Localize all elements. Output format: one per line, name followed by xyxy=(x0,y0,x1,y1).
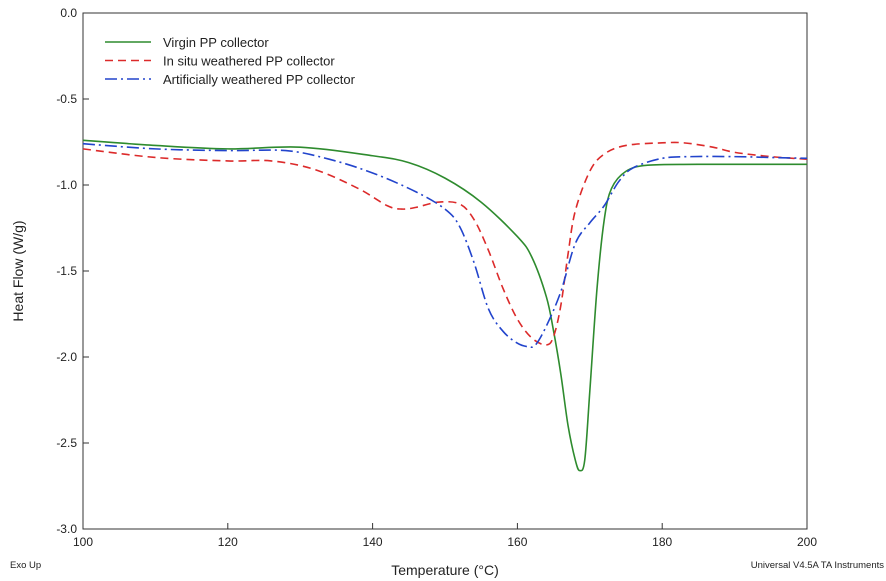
x-tick-label: 140 xyxy=(363,535,383,549)
exo-up-annotation: Exo Up xyxy=(10,560,41,571)
y-tick-label: -1.0 xyxy=(56,178,77,192)
legend-label-1: Virgin PP collector xyxy=(163,35,269,50)
y-tick-label: -1.5 xyxy=(56,264,77,278)
x-tick-label: 120 xyxy=(218,535,238,549)
x-tick-label: 160 xyxy=(507,535,527,549)
x-tick-label: 200 xyxy=(797,535,817,549)
series-line-3 xyxy=(82,142,808,349)
series-line-1 xyxy=(82,139,808,472)
y-tick-label: -3.0 xyxy=(56,522,77,536)
x-tick-label: 100 xyxy=(73,535,93,549)
y-axis: 0.0 -0.5 -1.0 -1.5 -2.0 -2.5 -3.0 xyxy=(56,6,89,536)
series-layer xyxy=(82,139,808,472)
legend-label-3: Artificially weathered PP collector xyxy=(163,72,356,87)
legend: Virgin PP collector In situ weathered PP … xyxy=(105,35,356,87)
y-axis-title: Heat Flow (W/g) xyxy=(10,220,26,321)
legend-label-2: In situ weathered PP collector xyxy=(163,54,335,69)
x-tick-label: 180 xyxy=(652,535,672,549)
y-tick-label: -0.5 xyxy=(56,92,77,106)
x-axis-title: Temperature (°C) xyxy=(391,562,499,578)
y-tick-label: -2.0 xyxy=(56,350,77,364)
plot-area xyxy=(82,12,808,530)
y-tick-label: -2.5 xyxy=(56,436,77,450)
series-line-2 xyxy=(82,141,808,346)
y-tick-label: 0.0 xyxy=(60,6,77,20)
instrument-annotation: Universal V4.5A TA Instruments xyxy=(751,560,884,571)
x-axis: 100 120 140 160 180 200 xyxy=(73,523,817,549)
